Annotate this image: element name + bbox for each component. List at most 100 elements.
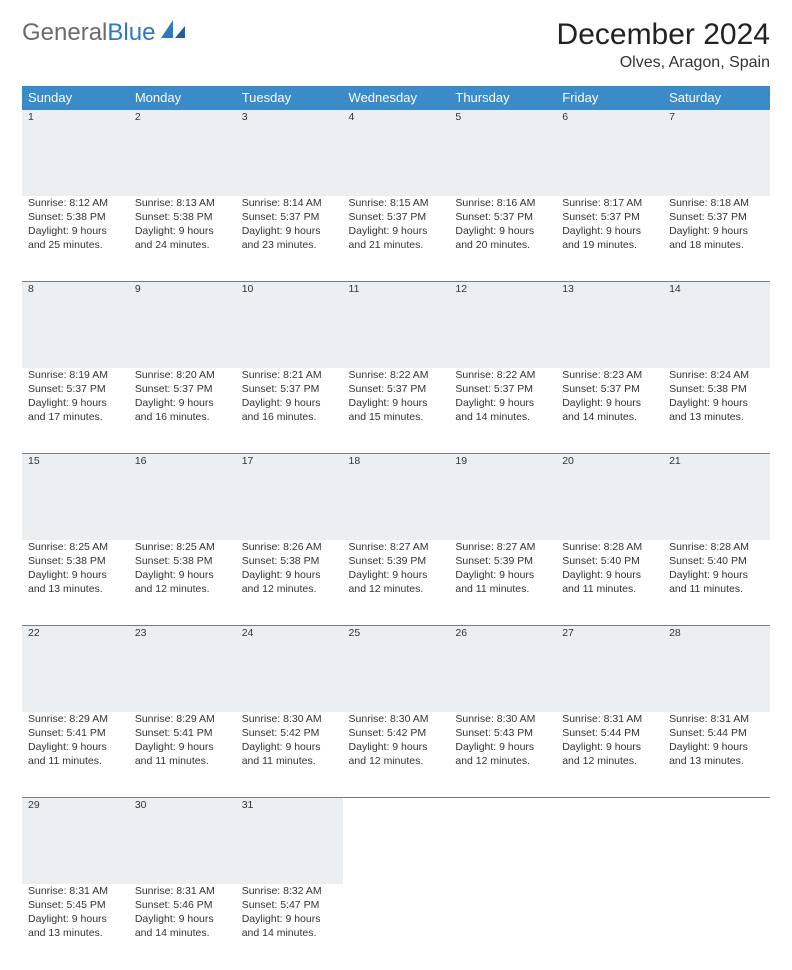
sunrise-line: Sunrise: 8:17 AM bbox=[562, 196, 657, 210]
sunset-line: Sunset: 5:37 PM bbox=[135, 382, 230, 396]
day-body-row: Sunrise: 8:31 AMSunset: 5:45 PMDaylight:… bbox=[22, 884, 770, 970]
daylight-line: Daylight: 9 hours and 16 minutes. bbox=[242, 396, 337, 424]
day-number-cell: 21 bbox=[663, 454, 770, 540]
sunrise-line: Sunrise: 8:28 AM bbox=[562, 540, 657, 554]
sunrise-line: Sunrise: 8:32 AM bbox=[242, 884, 337, 898]
day-number-cell: 5 bbox=[449, 110, 556, 196]
sunrise-line: Sunrise: 8:21 AM bbox=[242, 368, 337, 382]
day-cell: Sunrise: 8:28 AMSunset: 5:40 PMDaylight:… bbox=[556, 540, 663, 626]
sunset-line: Sunset: 5:37 PM bbox=[669, 210, 764, 224]
sunset-line: Sunset: 5:37 PM bbox=[349, 382, 444, 396]
sunrise-line: Sunrise: 8:27 AM bbox=[455, 540, 550, 554]
sunset-line: Sunset: 5:37 PM bbox=[349, 210, 444, 224]
day-number-cell: 30 bbox=[129, 798, 236, 884]
empty-cell bbox=[343, 798, 450, 884]
sunrise-line: Sunrise: 8:13 AM bbox=[135, 196, 230, 210]
day-number-cell: 31 bbox=[236, 798, 343, 884]
sunset-line: Sunset: 5:37 PM bbox=[562, 210, 657, 224]
day-cell: Sunrise: 8:12 AMSunset: 5:38 PMDaylight:… bbox=[22, 196, 129, 282]
sunrise-line: Sunrise: 8:22 AM bbox=[349, 368, 444, 382]
weekday-header: Saturday bbox=[663, 86, 770, 110]
sunset-line: Sunset: 5:43 PM bbox=[455, 726, 550, 740]
daylight-line: Daylight: 9 hours and 12 minutes. bbox=[135, 568, 230, 596]
sunset-line: Sunset: 5:37 PM bbox=[28, 382, 123, 396]
sunrise-line: Sunrise: 8:30 AM bbox=[455, 712, 550, 726]
day-number-cell: 15 bbox=[22, 454, 129, 540]
brand-part1: General bbox=[22, 19, 107, 47]
day-number-cell: 23 bbox=[129, 626, 236, 712]
day-number-cell: 16 bbox=[129, 454, 236, 540]
sunrise-line: Sunrise: 8:15 AM bbox=[349, 196, 444, 210]
sunset-line: Sunset: 5:37 PM bbox=[242, 210, 337, 224]
daylight-line: Daylight: 9 hours and 12 minutes. bbox=[349, 568, 444, 596]
sunrise-line: Sunrise: 8:23 AM bbox=[562, 368, 657, 382]
sunrise-line: Sunrise: 8:31 AM bbox=[562, 712, 657, 726]
sunset-line: Sunset: 5:38 PM bbox=[28, 554, 123, 568]
daylight-line: Daylight: 9 hours and 11 minutes. bbox=[669, 568, 764, 596]
empty-cell bbox=[663, 798, 770, 884]
daylight-line: Daylight: 9 hours and 11 minutes. bbox=[28, 740, 123, 768]
day-cell: Sunrise: 8:31 AMSunset: 5:45 PMDaylight:… bbox=[22, 884, 129, 970]
empty-cell bbox=[343, 884, 450, 970]
day-cell: Sunrise: 8:25 AMSunset: 5:38 PMDaylight:… bbox=[129, 540, 236, 626]
day-number-cell: 14 bbox=[663, 282, 770, 368]
day-cell: Sunrise: 8:30 AMSunset: 5:42 PMDaylight:… bbox=[343, 712, 450, 798]
day-cell: Sunrise: 8:30 AMSunset: 5:43 PMDaylight:… bbox=[449, 712, 556, 798]
day-number-row: 15161718192021 bbox=[22, 454, 770, 540]
sunset-line: Sunset: 5:44 PM bbox=[669, 726, 764, 740]
day-number-cell: 27 bbox=[556, 626, 663, 712]
sunrise-line: Sunrise: 8:31 AM bbox=[135, 884, 230, 898]
day-cell: Sunrise: 8:31 AMSunset: 5:44 PMDaylight:… bbox=[663, 712, 770, 798]
daylight-line: Daylight: 9 hours and 14 minutes. bbox=[455, 396, 550, 424]
daylight-line: Daylight: 9 hours and 14 minutes. bbox=[242, 912, 337, 940]
sunset-line: Sunset: 5:39 PM bbox=[455, 554, 550, 568]
day-number-cell: 8 bbox=[22, 282, 129, 368]
day-body-row: Sunrise: 8:19 AMSunset: 5:37 PMDaylight:… bbox=[22, 368, 770, 454]
sunset-line: Sunset: 5:37 PM bbox=[562, 382, 657, 396]
day-number-cell: 11 bbox=[343, 282, 450, 368]
daylight-line: Daylight: 9 hours and 12 minutes. bbox=[455, 740, 550, 768]
daylight-line: Daylight: 9 hours and 11 minutes. bbox=[562, 568, 657, 596]
sunrise-line: Sunrise: 8:31 AM bbox=[28, 884, 123, 898]
day-cell: Sunrise: 8:14 AMSunset: 5:37 PMDaylight:… bbox=[236, 196, 343, 282]
day-cell: Sunrise: 8:19 AMSunset: 5:37 PMDaylight:… bbox=[22, 368, 129, 454]
day-number-cell: 24 bbox=[236, 626, 343, 712]
daylight-line: Daylight: 9 hours and 18 minutes. bbox=[669, 224, 764, 252]
day-cell: Sunrise: 8:20 AMSunset: 5:37 PMDaylight:… bbox=[129, 368, 236, 454]
sunset-line: Sunset: 5:38 PM bbox=[242, 554, 337, 568]
day-cell: Sunrise: 8:27 AMSunset: 5:39 PMDaylight:… bbox=[343, 540, 450, 626]
sunset-line: Sunset: 5:47 PM bbox=[242, 898, 337, 912]
day-number-cell: 17 bbox=[236, 454, 343, 540]
day-cell: Sunrise: 8:25 AMSunset: 5:38 PMDaylight:… bbox=[22, 540, 129, 626]
daylight-line: Daylight: 9 hours and 15 minutes. bbox=[349, 396, 444, 424]
day-number-cell: 7 bbox=[663, 110, 770, 196]
daylight-line: Daylight: 9 hours and 13 minutes. bbox=[28, 568, 123, 596]
sunset-line: Sunset: 5:42 PM bbox=[242, 726, 337, 740]
day-cell: Sunrise: 8:22 AMSunset: 5:37 PMDaylight:… bbox=[449, 368, 556, 454]
month-title: December 2024 bbox=[557, 18, 770, 52]
day-cell: Sunrise: 8:26 AMSunset: 5:38 PMDaylight:… bbox=[236, 540, 343, 626]
day-cell: Sunrise: 8:28 AMSunset: 5:40 PMDaylight:… bbox=[663, 540, 770, 626]
sunset-line: Sunset: 5:42 PM bbox=[349, 726, 444, 740]
day-cell: Sunrise: 8:27 AMSunset: 5:39 PMDaylight:… bbox=[449, 540, 556, 626]
sunset-line: Sunset: 5:44 PM bbox=[562, 726, 657, 740]
day-cell: Sunrise: 8:15 AMSunset: 5:37 PMDaylight:… bbox=[343, 196, 450, 282]
sunrise-line: Sunrise: 8:20 AM bbox=[135, 368, 230, 382]
day-cell: Sunrise: 8:22 AMSunset: 5:37 PMDaylight:… bbox=[343, 368, 450, 454]
brand-part2: Blue bbox=[107, 19, 155, 47]
calendar-table: SundayMondayTuesdayWednesdayThursdayFrid… bbox=[22, 86, 770, 970]
day-cell: Sunrise: 8:31 AMSunset: 5:46 PMDaylight:… bbox=[129, 884, 236, 970]
day-cell: Sunrise: 8:17 AMSunset: 5:37 PMDaylight:… bbox=[556, 196, 663, 282]
sunset-line: Sunset: 5:38 PM bbox=[135, 210, 230, 224]
sunset-line: Sunset: 5:40 PM bbox=[669, 554, 764, 568]
sunrise-line: Sunrise: 8:19 AM bbox=[28, 368, 123, 382]
daylight-line: Daylight: 9 hours and 11 minutes. bbox=[455, 568, 550, 596]
daylight-line: Daylight: 9 hours and 12 minutes. bbox=[562, 740, 657, 768]
daylight-line: Daylight: 9 hours and 17 minutes. bbox=[28, 396, 123, 424]
daylight-line: Daylight: 9 hours and 13 minutes. bbox=[28, 912, 123, 940]
brand-logo: GeneralBlue bbox=[22, 18, 187, 47]
title-block: December 2024 Olves, Aragon, Spain bbox=[557, 18, 770, 72]
day-number-cell: 26 bbox=[449, 626, 556, 712]
sunset-line: Sunset: 5:37 PM bbox=[455, 210, 550, 224]
weekday-header: Tuesday bbox=[236, 86, 343, 110]
